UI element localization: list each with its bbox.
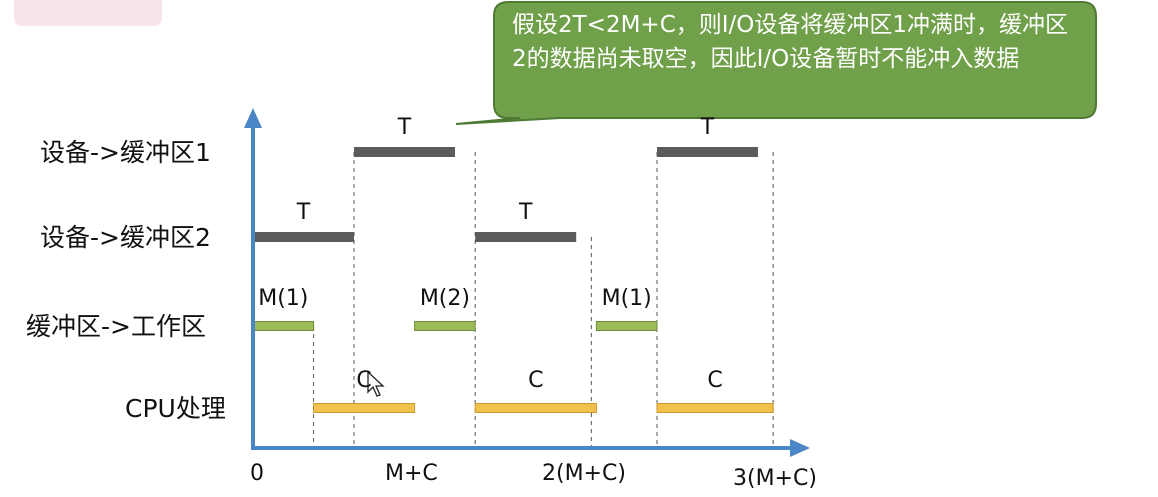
x-tick-label-2: M+C <box>385 461 438 486</box>
x-tick-label-3: 2(M+C) <box>542 461 626 486</box>
bar-10 <box>656 403 774 413</box>
guide-lines <box>313 152 774 448</box>
x-tick-label-1: 0 <box>250 461 264 486</box>
row-label-2: 设备->缓冲区2 <box>40 223 211 252</box>
bar-label-9: C <box>528 367 544 393</box>
x-axis-arrowhead <box>790 439 810 457</box>
bar-6 <box>414 321 476 331</box>
bar-5 <box>252 321 315 331</box>
mouse-cursor-icon <box>367 370 385 397</box>
bar-label-3: T <box>296 200 311 225</box>
bar-7 <box>595 321 658 331</box>
bars-layer <box>252 147 774 413</box>
bar-label-4: T <box>518 200 533 225</box>
bar-label-5: M(1) <box>258 285 309 311</box>
bar-label-7: M(1) <box>601 285 652 311</box>
bar-1 <box>354 147 455 157</box>
row-label-4: CPU处理 <box>125 394 226 423</box>
bar-8 <box>313 403 416 413</box>
callout-text: 假设2T<2M+C，则I/O设备将缓冲区1冲满时，缓冲区2的数据尚未取空，因此I… <box>512 12 1069 72</box>
bar-4 <box>475 232 577 242</box>
bar-9 <box>474 403 597 413</box>
axes-layer <box>244 108 810 457</box>
bar-3 <box>253 232 354 242</box>
bar-label-8: C <box>356 367 372 393</box>
callout-bubble <box>455 1 1097 125</box>
bar-label-10: C <box>707 367 723 393</box>
x-tick-label-4: 3(M+C) <box>733 466 817 491</box>
bar-label-6: M(2) <box>419 285 470 311</box>
row-label-3: 缓冲区->工作区 <box>26 312 206 341</box>
corner-highlight-patch <box>14 0 162 26</box>
bar-2 <box>657 147 758 157</box>
bar-label-1: T <box>397 115 412 140</box>
y-axis-arrowhead <box>244 108 262 128</box>
row-label-1: 设备->缓冲区1 <box>40 138 211 167</box>
bar-label-2: T <box>700 115 715 140</box>
